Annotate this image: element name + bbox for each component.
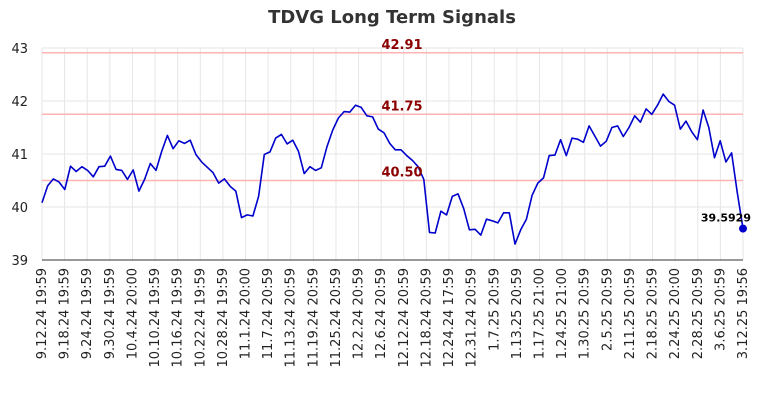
x-tick-label: 12.31.24 20:59 [465,268,480,368]
labels: 39 40 41 42 43 9.12.24 19:59 9.18.24 19:59 9.24… [11,38,751,368]
grid [41,47,744,261]
x-tick-label: 12.24.24 17:59 [442,268,457,368]
y-tick-label: 39 [11,254,28,269]
chart-title: TDVG Long Term Signals [268,7,516,28]
x-tick-label: 3.6.25 20:59 [713,268,728,351]
x-tick-label: 11.1.24 20:00 [239,268,254,359]
x-tick-label: 9.12.24 19:59 [35,268,50,359]
x-tick-label: 1.13.25 20:59 [510,268,525,359]
x-tick-label: 12.6.24 20:59 [374,268,389,359]
x-tick-label: 11.25.24 20:59 [329,268,344,368]
y-tick-label: 42 [11,95,28,110]
x-tick-label: 1.17.25 21:00 [532,268,547,359]
signal-label: 42.91 [381,38,422,53]
signal-label: 41.75 [381,99,422,114]
signal-lines [42,52,743,182]
x-tick-label: 9.30.24 19:59 [103,268,118,359]
y-tick-label: 43 [11,42,28,57]
x-tick-label: 1.24.25 21:00 [555,268,570,359]
x-tick-label: 10.22.24 19:59 [193,268,208,368]
x-tick-label: 12.12.24 20:59 [397,268,412,368]
y-tick-label: 40 [11,201,28,216]
x-tick-label: 2.24.25 20:00 [668,268,683,359]
y-tick-label: 41 [11,148,28,163]
x-tick-label: 9.24.24 19:59 [80,268,95,359]
series-line [41,93,744,245]
x-tick-label: 12.18.24 20:59 [419,268,434,368]
x-tick-label: 2.28.25 20:59 [691,268,706,359]
price-series [41,93,747,245]
last-point-marker [739,224,747,233]
x-tick-label: 2.11.25 20:59 [623,268,638,359]
last-value-label: 39.5929 [701,212,751,225]
x-tick-label: 2.18.25 20:59 [646,268,661,359]
x-tick-label: 1.30.25 20:59 [578,268,593,359]
x-tick-label: 11.19.24 20:59 [306,268,321,368]
x-tick-label: 2.5.25 20:59 [600,268,615,351]
x-tick-label: 3.12.25 19:56 [736,268,751,359]
x-tick-label: 10.4.24 20:00 [125,268,140,359]
x-tick-label: 10.10.24 19:59 [148,268,163,368]
x-tick-label: 11.7.24 20:59 [261,268,276,359]
x-tick-label: 12.2.24 20:59 [352,268,367,359]
signal-label: 40.50 [381,166,422,181]
x-tick-label: 10.28.24 19:59 [216,268,231,368]
x-tick-label: 11.13.24 20:59 [284,268,299,368]
x-tick-label: 10.16.24 19:59 [171,268,186,368]
x-tick-label: 9.18.24 19:59 [58,268,73,359]
x-tick-label: 1.7.25 20:59 [487,268,502,351]
